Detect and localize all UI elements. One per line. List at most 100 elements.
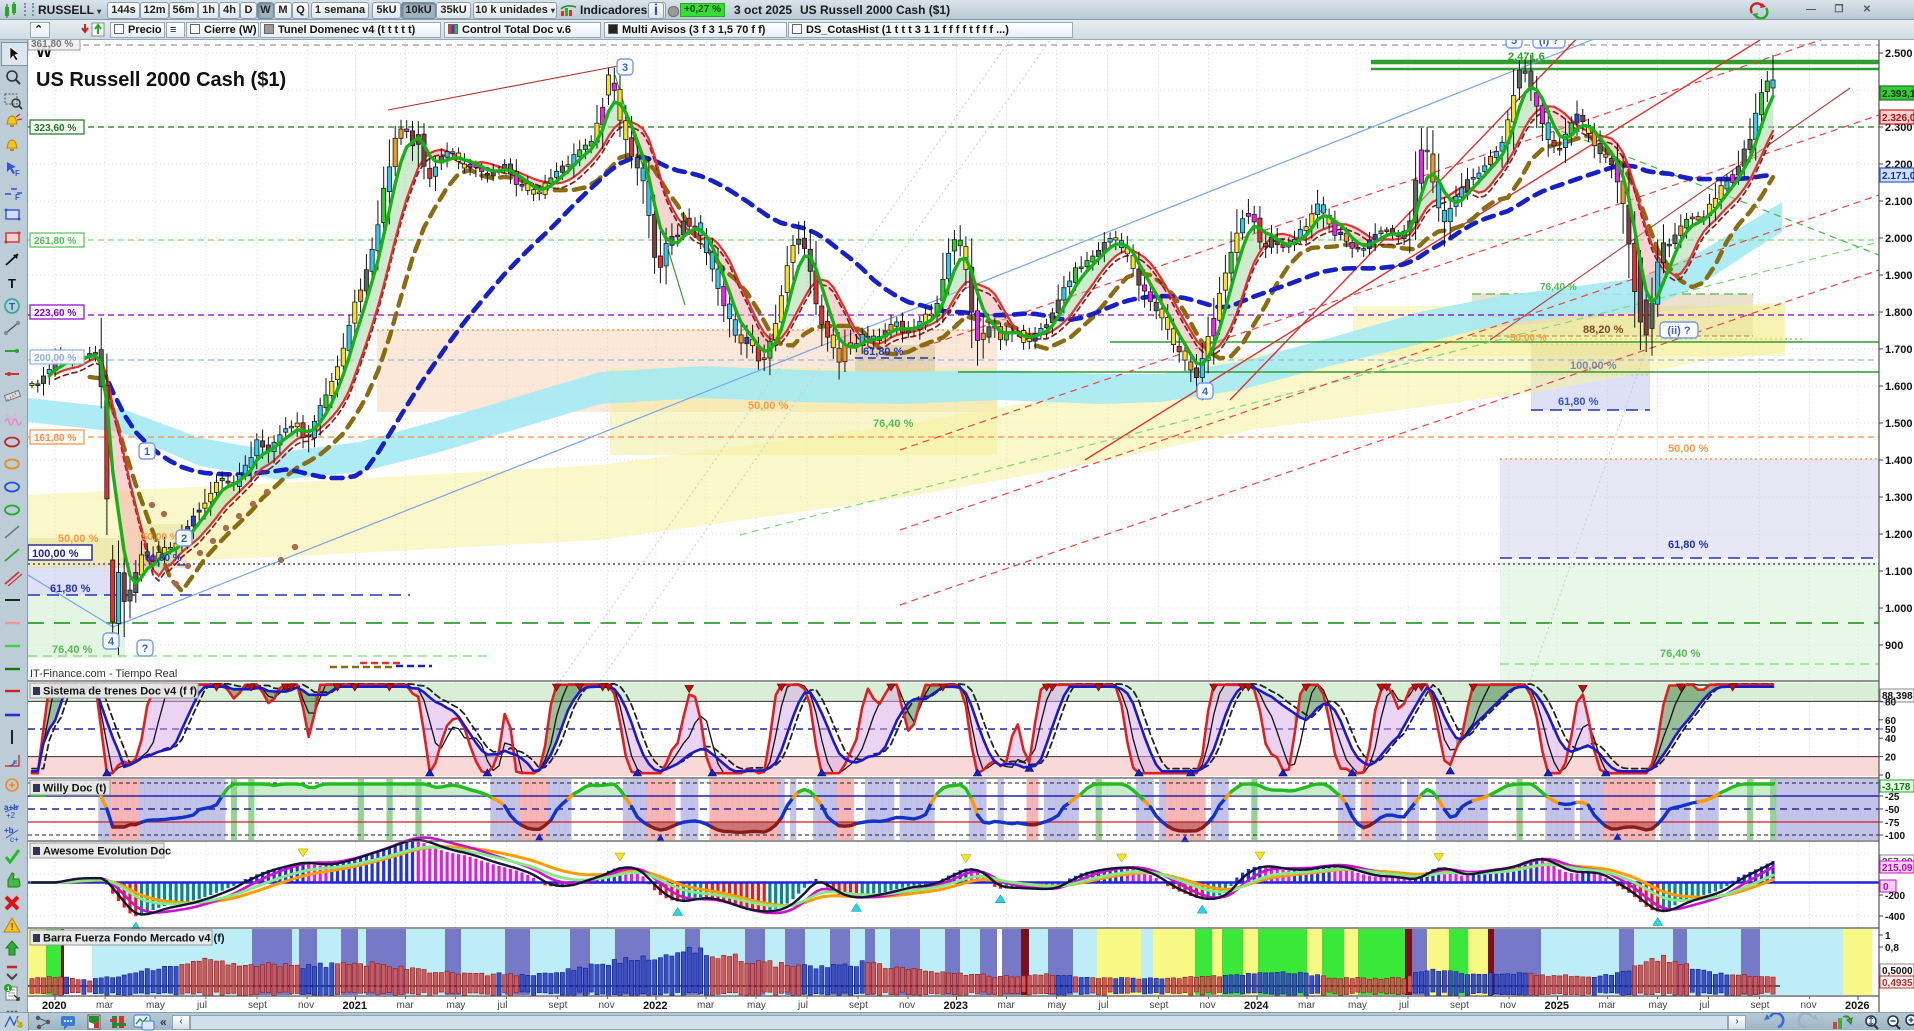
svg-text:900: 900: [1885, 640, 1903, 652]
svg-text:5: 5: [1511, 40, 1517, 47]
svg-text:50,00 %: 50,00 %: [1510, 333, 1547, 344]
svg-text:jul: jul: [1699, 1000, 1710, 1011]
svg-text:Sistema de trenes Doc v4 (f f): Sistema de trenes Doc v4 (f f): [43, 686, 197, 698]
svg-text:50,00 %: 50,00 %: [142, 532, 179, 543]
svg-text:-75: -75: [1885, 818, 1900, 829]
svg-text:sept: sept: [1450, 1000, 1469, 1011]
svg-text:may: may: [1649, 1000, 1668, 1011]
svg-text:+2: +2: [6, 811, 16, 820]
svg-text:2.100: 2.100: [1885, 196, 1913, 208]
svg-text:100,00 %: 100,00 %: [32, 548, 79, 560]
svg-text:61,80 %: 61,80 %: [863, 346, 904, 358]
svg-text:4: 4: [1202, 386, 1209, 398]
svg-text:223,60 %: 223,60 %: [34, 308, 76, 319]
svg-text:76,40 %: 76,40 %: [873, 418, 914, 430]
svg-text:61,80 %: 61,80 %: [1558, 396, 1599, 408]
svg-text:sept: sept: [1150, 1000, 1169, 1011]
svg-text:161,80 %: 161,80 %: [34, 433, 76, 444]
svg-text:F: F: [15, 193, 20, 202]
svg-text:261,80 %: 261,80 %: [34, 236, 76, 247]
svg-text:61,80 %: 61,80 %: [50, 583, 91, 595]
svg-text:2.000: 2.000: [1885, 233, 1913, 245]
svg-text:(i) ?: (i) ?: [1539, 40, 1559, 47]
svg-text:4: 4: [108, 636, 115, 648]
svg-text:nov: nov: [1500, 1000, 1516, 1011]
svg-text:jul: jul: [797, 1000, 808, 1011]
svg-text:2021: 2021: [343, 1000, 367, 1012]
svg-text:mar: mar: [96, 1000, 114, 1011]
svg-text:Awesome Evolution Doc: Awesome Evolution Doc: [43, 846, 171, 858]
svg-text:2.500: 2.500: [1885, 48, 1913, 60]
svg-text:1.800: 1.800: [1885, 307, 1913, 319]
svg-text:100,00 %: 100,00 %: [1570, 360, 1617, 372]
svg-text:jul: jul: [497, 1000, 508, 1011]
svg-text:215,09: 215,09: [1882, 863, 1913, 874]
svg-text:mar: mar: [397, 1000, 415, 1011]
svg-text:361,80 %: 361,80 %: [31, 40, 73, 50]
svg-text:1.200: 1.200: [1885, 529, 1913, 541]
svg-text:0,5000: 0,5000: [1882, 966, 1913, 977]
svg-text:2026: 2026: [1845, 1000, 1869, 1012]
svg-text:jul: jul: [1098, 1000, 1109, 1011]
svg-text:jul: jul: [1398, 1000, 1409, 1011]
svg-text:!: !: [11, 922, 14, 933]
svg-text:50,00 %: 50,00 %: [1668, 443, 1709, 455]
svg-text:-25: -25: [1885, 792, 1900, 803]
svg-text:nov: nov: [298, 1000, 314, 1011]
svg-text:3: 3: [622, 62, 628, 74]
svg-text:1: 1: [7, 986, 11, 993]
svg-text:T: T: [9, 302, 15, 313]
svg-text:nov: nov: [899, 1000, 915, 1011]
svg-text:2: 2: [181, 533, 187, 545]
svg-text:1.100: 1.100: [1885, 566, 1913, 578]
svg-text:76,40 %: 76,40 %: [52, 644, 93, 656]
svg-text:may: may: [747, 1000, 766, 1011]
svg-text:2.471,6: 2.471,6: [1508, 51, 1545, 63]
svg-text:c+: c+: [10, 835, 19, 844]
svg-text:2025: 2025: [1545, 1000, 1569, 1012]
svg-text:200,00 %: 200,00 %: [34, 353, 76, 364]
svg-text:2.393,1: 2.393,1: [1882, 89, 1914, 100]
svg-text:61,80 %: 61,80 %: [1668, 539, 1709, 551]
svg-text:mar: mar: [998, 1000, 1016, 1011]
svg-text:76,40 %: 76,40 %: [1660, 648, 1701, 660]
svg-text:323,60 %: 323,60 %: [34, 123, 76, 134]
svg-text:nov: nov: [599, 1000, 615, 1011]
svg-text:2022: 2022: [643, 1000, 667, 1012]
svg-text:-200: -200: [1885, 891, 1905, 902]
svg-text:1.600: 1.600: [1885, 381, 1913, 393]
svg-text:0,4935: 0,4935: [1882, 978, 1913, 989]
svg-text:50,00 %: 50,00 %: [748, 400, 789, 412]
svg-text:2020: 2020: [42, 1000, 66, 1012]
svg-text:nov: nov: [1801, 1000, 1817, 1011]
svg-text:2.326,0: 2.326,0: [1882, 113, 1914, 124]
svg-text:sept: sept: [248, 1000, 267, 1011]
svg-text:-100: -100: [1885, 831, 1905, 842]
svg-text:50,00 %: 50,00 %: [58, 533, 99, 545]
svg-text:-400: -400: [1885, 912, 1905, 923]
svg-text:α: α: [13, 759, 17, 766]
svg-text:may: may: [1348, 1000, 1367, 1011]
svg-text:1.900: 1.900: [1885, 270, 1913, 282]
svg-text:?: ?: [142, 643, 149, 655]
svg-text:76,40 %: 76,40 %: [1540, 282, 1577, 293]
svg-text:2024: 2024: [1244, 1000, 1269, 1012]
svg-text:(ii) ?: (ii) ?: [1667, 325, 1690, 337]
svg-text:IT-Finance.com - Tiempo Real: IT-Finance.com - Tiempo Real: [30, 668, 177, 680]
svg-text:Barra Fuerza Fondo Mercado v4: Barra Fuerza Fondo Mercado v4 (f): [43, 933, 225, 945]
svg-text:sept: sept: [849, 1000, 868, 1011]
svg-text:20: 20: [1885, 753, 1897, 764]
svg-text:T: T: [8, 276, 16, 291]
svg-text:-50: -50: [1885, 805, 1900, 816]
svg-text:1.700: 1.700: [1885, 344, 1913, 356]
svg-text:may: may: [146, 1000, 165, 1011]
svg-text:Willy Doc (t): Willy Doc (t): [43, 783, 107, 795]
svg-text:nov: nov: [1200, 1000, 1216, 1011]
svg-text:2023: 2023: [944, 1000, 968, 1012]
svg-text:2.171,0: 2.171,0: [1882, 171, 1914, 182]
svg-text:mar: mar: [1599, 1000, 1617, 1011]
svg-text:1.300: 1.300: [1885, 492, 1913, 504]
svg-text:88,20 %: 88,20 %: [1583, 324, 1624, 336]
svg-text:mar: mar: [697, 1000, 715, 1011]
svg-text:1: 1: [144, 446, 150, 458]
